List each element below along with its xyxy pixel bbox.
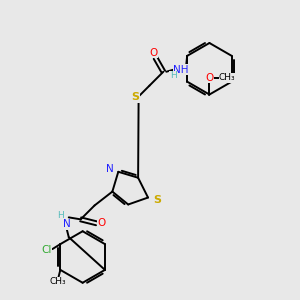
Text: O: O bbox=[205, 73, 214, 83]
Text: N: N bbox=[63, 219, 71, 229]
Text: S: S bbox=[153, 194, 161, 205]
Text: CH₃: CH₃ bbox=[49, 277, 66, 286]
Text: O: O bbox=[97, 218, 106, 228]
Text: Cl: Cl bbox=[41, 245, 52, 255]
Text: H: H bbox=[170, 71, 177, 80]
Text: S: S bbox=[132, 92, 140, 103]
Text: N: N bbox=[106, 164, 114, 174]
Text: NH: NH bbox=[173, 65, 189, 75]
Text: H: H bbox=[58, 211, 64, 220]
Text: O: O bbox=[149, 48, 158, 58]
Text: CH₃: CH₃ bbox=[219, 73, 236, 82]
